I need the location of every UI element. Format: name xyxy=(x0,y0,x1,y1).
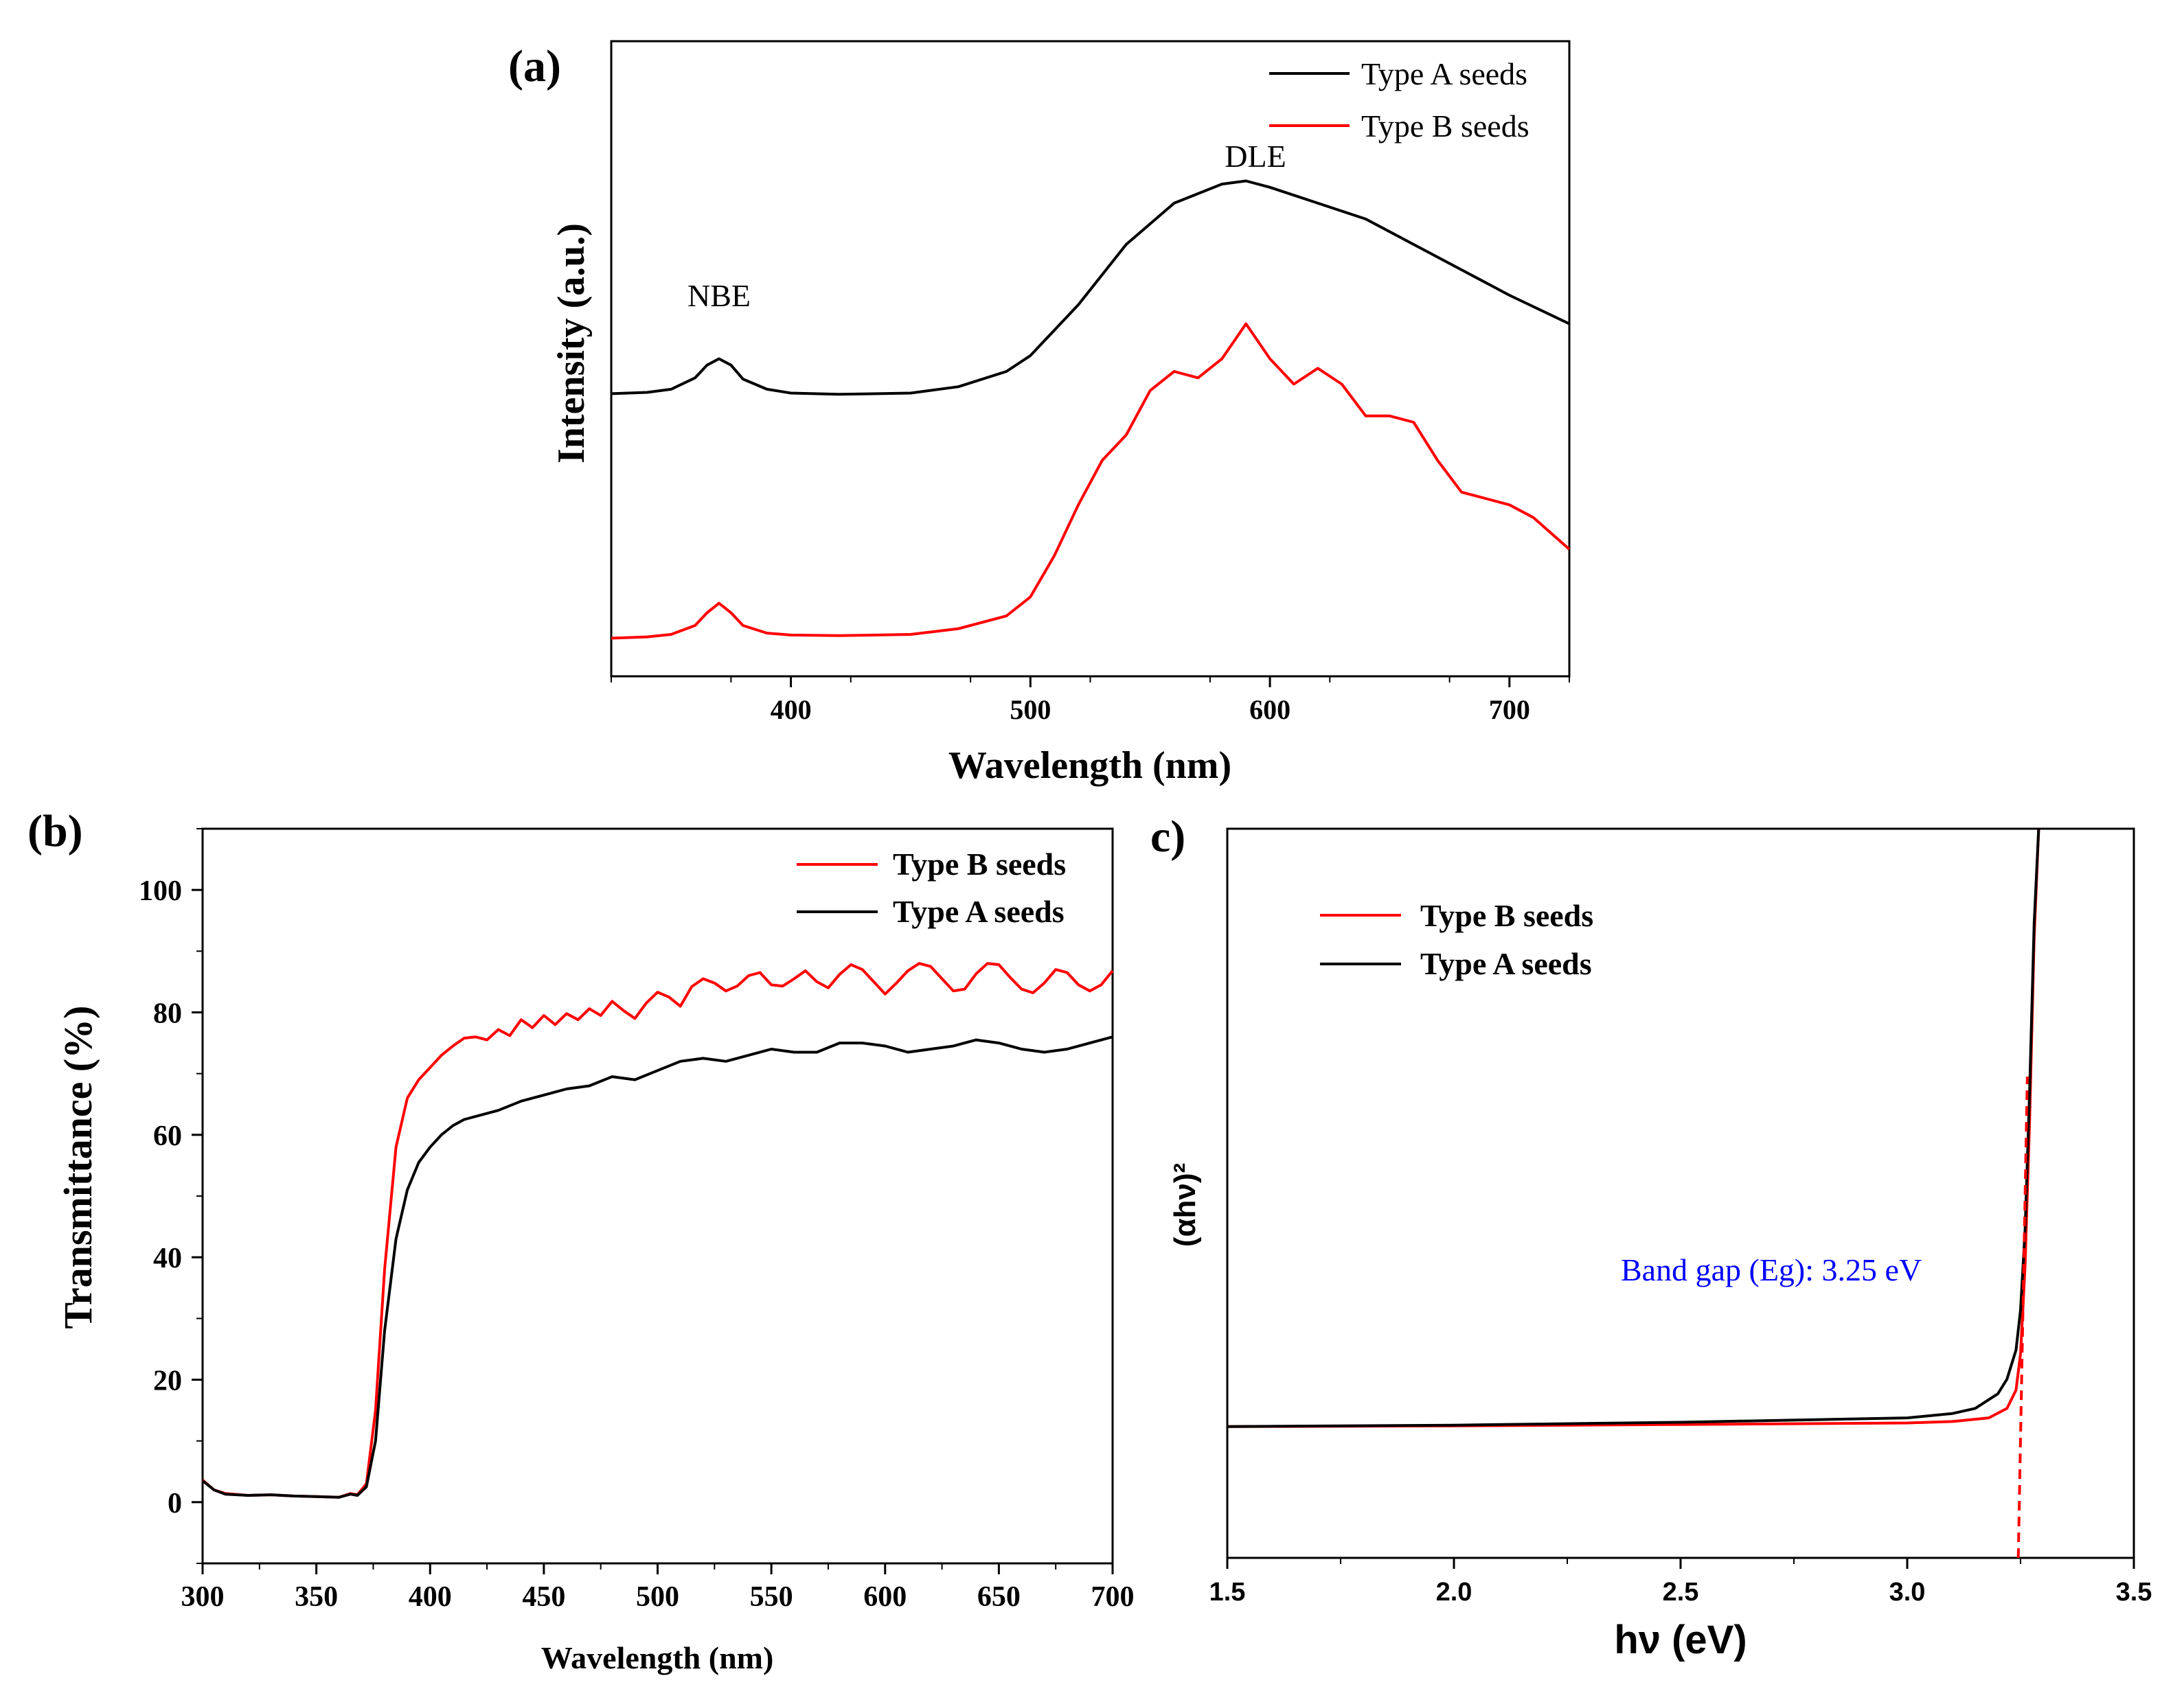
panel-c: c) hν (eV) (αhν)² Band gap (Eg): 3.25 eV… xyxy=(1150,812,2152,1662)
legend-b: Type B seeds Type A seeds xyxy=(797,847,1066,929)
legend-text-type-b-a: Type B seeds xyxy=(1361,108,1529,143)
x-tick-label-b: 300 xyxy=(181,1581,225,1613)
series-line-a-type-b-seeds xyxy=(611,322,1571,640)
x-tick-label-c: 1.5 xyxy=(1209,1578,1246,1607)
y-tick-label-b: 0 xyxy=(168,1488,182,1519)
series-line-b-type-a-seeds xyxy=(201,1035,1113,1499)
x-axis-label-a: Wavelength (nm) xyxy=(948,744,1231,787)
x-tick-label-a: 700 xyxy=(1489,694,1530,725)
series-line-b-type-b-seeds xyxy=(201,962,1114,1499)
x-tick-label-b: 400 xyxy=(409,1581,452,1613)
y-axis-label-b: Transmittance (%) xyxy=(56,1006,100,1329)
panel-label-c: c) xyxy=(1150,812,1185,862)
legend-text-type-b-b: Type B seeds xyxy=(893,847,1066,882)
legend-text-type-a-b: Type A seeds xyxy=(893,894,1065,929)
x-tick-label-b: 450 xyxy=(522,1581,565,1613)
legend-a: Type A seeds Type B seeds xyxy=(1269,56,1529,143)
x-tick-label-c: 3.5 xyxy=(2116,1578,2152,1607)
x-tick-label-a: 400 xyxy=(771,694,812,725)
y-tick-label-b: 100 xyxy=(139,875,182,907)
x-tick-label-a: 500 xyxy=(1010,694,1051,725)
x-tick-label-b: 350 xyxy=(295,1581,338,1613)
x-axis-label-b: Wavelength (nm) xyxy=(541,1640,774,1675)
x-tick-label-c: 2.5 xyxy=(1663,1578,1699,1607)
panel-a: (a) Wavelength (nm) Intensity (a.u.) NBE… xyxy=(508,40,1571,787)
x-tick-label-b: 650 xyxy=(977,1581,1021,1613)
x-tick-label-c: 3.0 xyxy=(1889,1578,1926,1607)
annotation-band-gap: Band gap (Eg): 3.25 eV xyxy=(1621,1252,1922,1287)
legend-text-type-a-a: Type A seeds xyxy=(1361,56,1527,91)
y-axis-label-a: Intensity (a.u.) xyxy=(550,223,593,463)
x-axis-label-c: hν (eV) xyxy=(1614,1618,1747,1662)
x-tick-label-b: 500 xyxy=(636,1581,679,1613)
x-tick-label-b: 550 xyxy=(750,1581,793,1613)
series-line-a-type-a-seeds xyxy=(611,179,1570,396)
series-line-c-type-a-seeds xyxy=(1227,828,2040,1428)
y-tick-label-b: 60 xyxy=(153,1121,182,1152)
annotation-dle: DLE xyxy=(1225,139,1286,174)
panel-b: (b) Wavelength (nm) Transmittance (%) Ty… xyxy=(27,806,1135,1675)
y-tick-label-b: 40 xyxy=(153,1243,182,1274)
x-tick-label-c: 2.0 xyxy=(1436,1578,1472,1607)
x-tick-label-b: 700 xyxy=(1091,1581,1135,1613)
y-tick-label-b: 80 xyxy=(153,998,182,1030)
series-line-c-tauc-extrapolation xyxy=(2016,1077,2029,1559)
y-axis-label-c: (αhν)² xyxy=(1168,1163,1202,1247)
legend-text-type-b-c: Type B seeds xyxy=(1420,898,1593,933)
legend-c: Type B seeds Type A seeds xyxy=(1320,898,1593,981)
x-tick-label-a: 600 xyxy=(1249,694,1290,725)
panel-label-a: (a) xyxy=(508,41,561,91)
legend-text-type-a-c: Type A seeds xyxy=(1420,946,1592,981)
annotation-nbe: NBE xyxy=(687,278,751,313)
panel-label-b: (b) xyxy=(27,806,83,856)
x-tick-label-b: 600 xyxy=(863,1581,907,1613)
y-tick-label-b: 20 xyxy=(153,1366,182,1397)
